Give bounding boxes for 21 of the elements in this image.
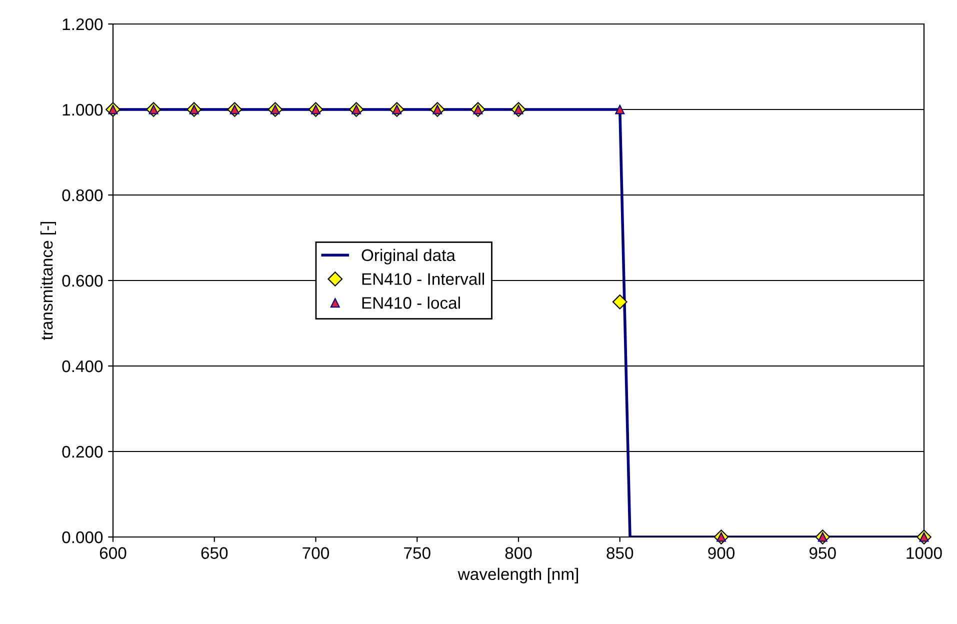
x-tick-label: 1000 <box>906 547 942 559</box>
x-tick-label: 900 <box>708 547 735 559</box>
legend-label: EN410 - local <box>362 296 460 309</box>
legend-label: EN410 - Intervall <box>362 272 484 285</box>
y-tick-label: 0.800 <box>62 189 103 202</box>
x-tick-label: 800 <box>505 547 532 559</box>
x-tick-label: 850 <box>606 547 634 559</box>
y-tick-label: 0.400 <box>62 360 103 372</box>
x-tick-label: 750 <box>404 547 430 559</box>
x-axis-title: wavelength [nm] <box>458 568 578 584</box>
x-tick-label: 950 <box>810 547 836 559</box>
y-tick-label: 0.600 <box>62 274 103 287</box>
x-tick-label: 600 <box>100 547 126 559</box>
x-tick-label: 700 <box>302 547 330 559</box>
y-axis-title: transmittance [-] <box>40 222 56 340</box>
y-tick-label: 0.000 <box>62 531 103 544</box>
y-tick-label: 0.200 <box>62 446 103 458</box>
legend-label: Original data <box>362 248 456 264</box>
y-tick-label: 1.200 <box>62 18 103 30</box>
y-tick-label: 1.000 <box>62 104 103 116</box>
x-tick-label: 650 <box>201 547 228 559</box>
